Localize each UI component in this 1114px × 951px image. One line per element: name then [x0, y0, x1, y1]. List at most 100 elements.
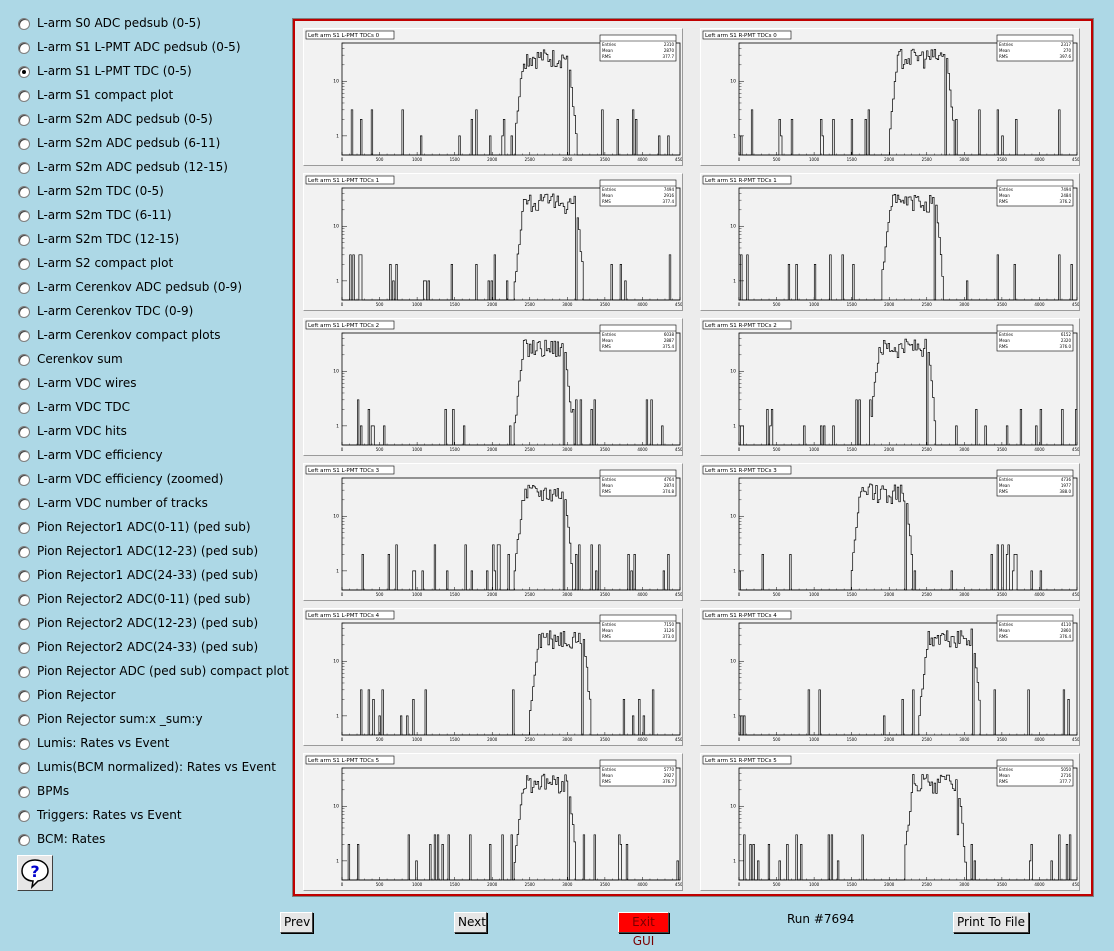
menu-radio-item[interactable]: L-arm S2m TDC (0-5)	[17, 181, 287, 205]
stats-key: Mean	[602, 338, 613, 343]
menu-radio-item[interactable]: Pion Rejector2 ADC(12-23) (ped sub)	[17, 613, 287, 637]
menu-radio-item[interactable]: L-arm VDC number of tracks	[17, 493, 287, 517]
next-button[interactable]: Next	[454, 912, 487, 933]
histogram-pad[interactable]: Left arm S1 L-PMT TDCs 5 Entries 5770 Mean 2…	[303, 753, 683, 891]
prev-button[interactable]: Prev	[280, 912, 313, 933]
radio-button[interactable]	[18, 354, 30, 366]
histogram-pad[interactable]: Left arm S1 L-PMT TDCs 4 Entries 7150 Mean 3…	[303, 608, 683, 746]
histogram-pad[interactable]: Left arm S1 R-PMT TDCs 2 Entries 6152 Mean 2…	[700, 318, 1080, 456]
radio-button[interactable]	[18, 834, 30, 846]
menu-radio-item[interactable]: Pion Rejector ADC (ped sub) compact plot	[17, 661, 289, 685]
histogram-pad[interactable]: Left arm S1 L-PMT TDCs 3 Entries 4764 Mean 2…	[303, 463, 683, 601]
x-tick-label: 4000	[637, 447, 648, 452]
stats-value: 376.2	[1060, 199, 1072, 204]
menu-radio-item[interactable]: L-arm VDC efficiency	[17, 445, 287, 469]
radio-button[interactable]	[18, 642, 30, 654]
help-button[interactable]: ?	[17, 855, 53, 891]
stats-value: 2317	[1061, 42, 1072, 47]
menu-radio-item[interactable]: Lumis: Rates vs Event	[17, 733, 287, 757]
histogram-pad[interactable]: Left arm S1 L-PMT TDCs 0 Entries 2310 Mean 2…	[303, 28, 683, 166]
menu-radio-item[interactable]: Pion Rejector2 ADC(0-11) (ped sub)	[17, 589, 287, 613]
histogram-title: Left arm S1 R-PMT TDCs 2	[705, 323, 777, 329]
menu-radio-item[interactable]: Pion Rejector	[17, 685, 287, 709]
menu-radio-item[interactable]: Lumis(BCM normalized): Rates vs Event	[17, 757, 287, 781]
menu-radio-item[interactable]: L-arm Cerenkov compact plots	[17, 325, 287, 349]
radio-button[interactable]	[18, 234, 30, 246]
menu-radio-item[interactable]: L-arm S1 compact plot	[17, 85, 287, 109]
stats-key: RMS	[999, 779, 1008, 784]
radio-button[interactable]	[18, 714, 30, 726]
menu-radio-item[interactable]: L-arm Cerenkov ADC pedsub (0-9)	[17, 277, 287, 301]
radio-button[interactable]	[18, 18, 30, 30]
histogram-pad[interactable]: Left arm S1 L-PMT TDCs 2 Entries 6038 Mean 2…	[303, 318, 683, 456]
radio-button[interactable]	[18, 570, 30, 582]
radio-button[interactable]	[18, 90, 30, 102]
radio-button[interactable]	[18, 738, 30, 750]
radio-button[interactable]	[18, 114, 30, 126]
menu-radio-item[interactable]: L-arm S2m ADC pedsub (0-5)	[17, 109, 287, 133]
radio-button[interactable]	[18, 618, 30, 630]
radio-button[interactable]	[18, 42, 30, 54]
radio-button[interactable]	[18, 282, 30, 294]
histogram-pad[interactable]: Left arm S1 R-PMT TDCs 0 Entries 2317 Mean 2…	[700, 28, 1080, 166]
print-to-file-button[interactable]: Print To File	[953, 912, 1029, 933]
menu-radio-item[interactable]: L-arm S2 compact plot	[17, 253, 287, 277]
histogram-pad[interactable]: Left arm S1 R-PMT TDCs 1 Entries 7494 Mean 2…	[700, 173, 1080, 311]
radio-button[interactable]	[18, 762, 30, 774]
x-tick-label: 1000	[809, 302, 820, 307]
menu-radio-item[interactable]: L-arm VDC hits	[17, 421, 287, 445]
radio-button[interactable]	[18, 450, 30, 462]
menu-radio-item[interactable]: L-arm S2m TDC (12-15)	[17, 229, 287, 253]
histogram-pad[interactable]: Left arm S1 R-PMT TDCs 4 Entries 4110 Mean 2…	[700, 608, 1080, 746]
menu-radio-item[interactable]: Pion Rejector2 ADC(24-33) (ped sub)	[17, 637, 287, 661]
menu-radio-item[interactable]: L-arm S2m ADC pedsub (12-15)	[17, 157, 287, 181]
histogram-plot: Left arm S1 L-PMT TDCs 1 Entries 7494 Mean 2…	[305, 175, 682, 307]
radio-button[interactable]	[18, 426, 30, 438]
radio-button[interactable]	[18, 306, 30, 318]
radio-button[interactable]	[18, 330, 30, 342]
menu-radio-item[interactable]: Cerenkov sum	[17, 349, 287, 373]
menu-radio-item[interactable]: L-arm VDC efficiency (zoomed)	[17, 469, 287, 493]
radio-button[interactable]	[18, 210, 30, 222]
histogram-pad[interactable]: Left arm S1 R-PMT TDCs 3 Entries 4736 Mean 1…	[700, 463, 1080, 601]
radio-button[interactable]	[18, 378, 30, 390]
menu-radio-item[interactable]: Pion Rejector1 ADC(24-33) (ped sub)	[17, 565, 287, 589]
radio-button[interactable]	[18, 498, 30, 510]
menu-radio-item[interactable]: Pion Rejector1 ADC(0-11) (ped sub)	[17, 517, 287, 541]
menu-radio-item[interactable]: L-arm VDC TDC	[17, 397, 287, 421]
menu-radio-item[interactable]: BPMs	[17, 781, 287, 805]
radio-button[interactable]	[18, 66, 30, 78]
histogram-pad[interactable]: Left arm S1 L-PMT TDCs 1 Entries 7494 Mean 2…	[303, 173, 683, 311]
radio-button[interactable]	[18, 546, 30, 558]
radio-button[interactable]	[18, 786, 30, 798]
radio-button[interactable]	[18, 690, 30, 702]
menu-radio-item[interactable]: L-arm S2m TDC (6-11)	[17, 205, 287, 229]
menu-radio-item[interactable]: L-arm Cerenkov TDC (0-9)	[17, 301, 287, 325]
menu-radio-item[interactable]: L-arm VDC wires	[17, 373, 287, 397]
stats-key: Entries	[602, 622, 616, 627]
exit-gui-button[interactable]: Exit GUI	[618, 912, 669, 948]
radio-button[interactable]	[18, 666, 30, 678]
radio-button[interactable]	[18, 186, 30, 198]
menu-radio-item[interactable]: L-arm S2m ADC pedsub (6-11)	[17, 133, 287, 157]
radio-button[interactable]	[18, 474, 30, 486]
x-tick-label: 2500	[922, 592, 933, 597]
menu-radio-item[interactable]: Pion Rejector sum:x _sum:y	[17, 709, 287, 733]
radio-button[interactable]	[18, 522, 30, 534]
histogram-pad[interactable]: Left arm S1 R-PMT TDCs 5 Entries 5050 Mean 2…	[700, 753, 1080, 891]
radio-button[interactable]	[18, 402, 30, 414]
menu-radio-item[interactable]: L-arm S0 ADC pedsub (0-5)	[17, 13, 287, 37]
histogram-plot: Left arm S1 R-PMT TDCs 5 Entries 5050 Mean 2…	[702, 755, 1079, 887]
menu-radio-item[interactable]: L-arm S1 L-PMT TDC (0-5)	[17, 61, 287, 85]
radio-button[interactable]	[18, 594, 30, 606]
menu-radio-item[interactable]: L-arm S1 L-PMT ADC pedsub (0-5)	[17, 37, 287, 61]
svg-text:?: ?	[30, 862, 39, 881]
menu-radio-item[interactable]: Triggers: Rates vs Event	[17, 805, 287, 829]
stats-value: 1977	[1061, 483, 1072, 488]
radio-button[interactable]	[18, 138, 30, 150]
menu-radio-item[interactable]: BCM: Rates	[17, 829, 287, 853]
radio-button[interactable]	[18, 810, 30, 822]
menu-radio-item[interactable]: Pion Rejector1 ADC(12-23) (ped sub)	[17, 541, 287, 565]
radio-button[interactable]	[18, 258, 30, 270]
radio-button[interactable]	[18, 162, 30, 174]
